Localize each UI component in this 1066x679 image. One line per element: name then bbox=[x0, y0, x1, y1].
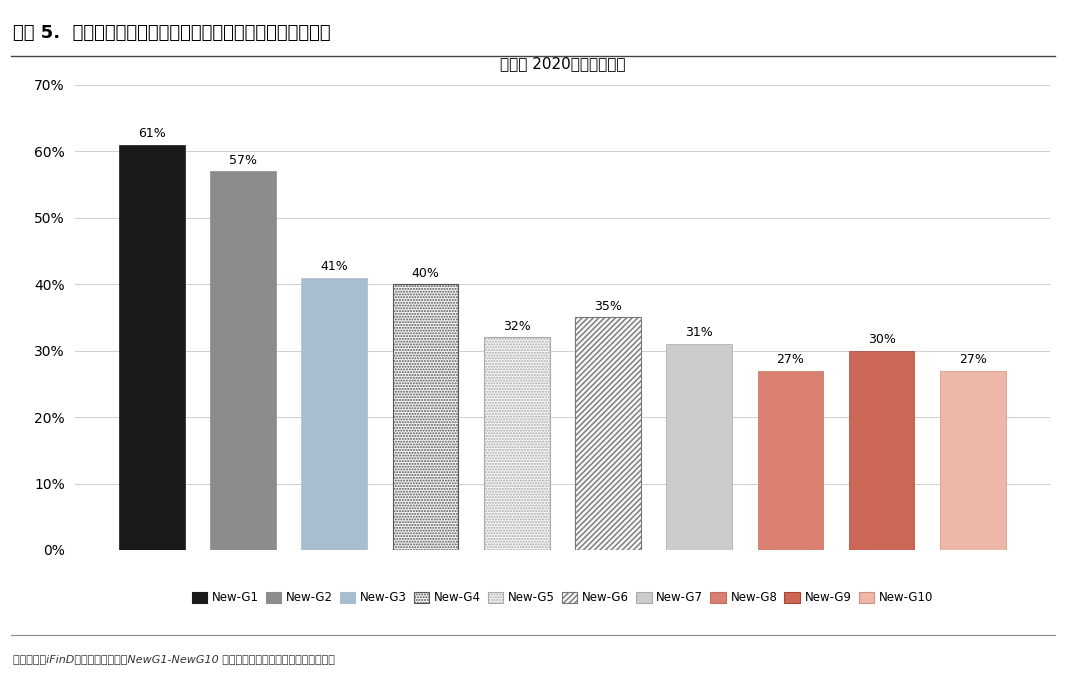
Bar bbox=[849, 350, 915, 550]
Legend: New-G1, New-G2, New-G3, New-G4, New-G5, New-G6, New-G7, New-G8, New-G9, New-G10: New-G1, New-G2, New-G3, New-G4, New-G5, … bbox=[187, 587, 938, 609]
Bar bbox=[575, 318, 641, 550]
Bar bbox=[392, 285, 458, 550]
Bar bbox=[940, 371, 1005, 550]
Bar bbox=[666, 344, 732, 550]
Bar bbox=[119, 145, 184, 550]
Text: 61%: 61% bbox=[138, 127, 165, 140]
Text: 40%: 40% bbox=[411, 267, 439, 280]
Text: 股息组 2020年初迄今涨幅: 股息组 2020年初迄今涨幅 bbox=[500, 56, 625, 71]
Text: 资料来源：iFinD，中银证券。注：NewG1-NewG10 表示近三年平均股息率自高至低组别。: 资料来源：iFinD，中银证券。注：NewG1-NewG10 表示近三年平均股息… bbox=[13, 654, 335, 664]
Text: 57%: 57% bbox=[229, 153, 257, 166]
Text: 图表 5.  行业权重调整后的高股息组别市场表现优于低股息组别: 图表 5. 行业权重调整后的高股息组别市场表现优于低股息组别 bbox=[13, 24, 330, 42]
Bar bbox=[484, 337, 550, 550]
Bar bbox=[758, 371, 823, 550]
Text: 35%: 35% bbox=[594, 300, 621, 313]
Bar bbox=[302, 278, 367, 550]
Text: 27%: 27% bbox=[959, 353, 987, 366]
Text: 32%: 32% bbox=[503, 320, 531, 333]
Text: 31%: 31% bbox=[685, 327, 713, 340]
Text: 27%: 27% bbox=[776, 353, 805, 366]
Bar bbox=[210, 171, 276, 550]
Text: 41%: 41% bbox=[321, 260, 349, 273]
Text: 30%: 30% bbox=[868, 333, 895, 346]
